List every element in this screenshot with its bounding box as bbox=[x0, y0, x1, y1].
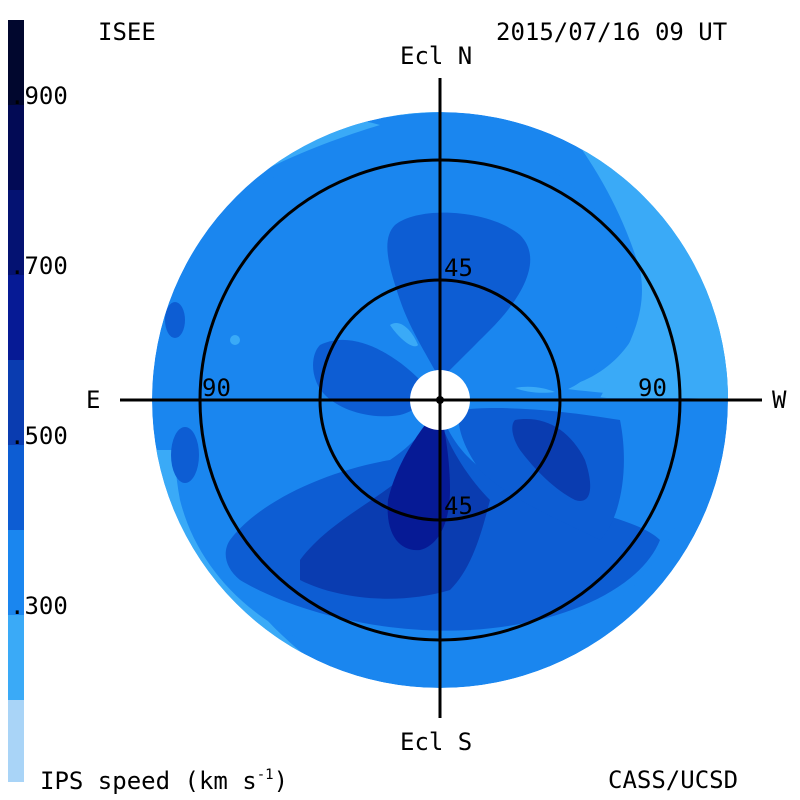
datetime-label: 2015/07/16 09 UT bbox=[496, 18, 728, 46]
contour-level-400-east-spot bbox=[171, 427, 199, 483]
colorbar-tick-mark: . bbox=[10, 82, 25, 110]
colorbar-tick-value: 500 bbox=[24, 422, 68, 450]
contour-streak-1 bbox=[390, 322, 418, 347]
colorbar-tick-mark: . bbox=[10, 422, 25, 450]
ring-label-outer-west: 90 bbox=[638, 374, 667, 402]
contour-level-400-east-spot-2 bbox=[165, 302, 185, 338]
direction-label-north: Ecl N bbox=[400, 42, 473, 70]
colorbar-level-8 bbox=[8, 105, 24, 190]
colorbar-tick-900: .900 bbox=[10, 84, 68, 108]
colorbar-level-3 bbox=[8, 530, 24, 615]
direction-label-south: Ecl S bbox=[400, 728, 473, 756]
colorbar-tick-value: 700 bbox=[24, 252, 68, 280]
colorbar-tick-mark: . bbox=[10, 592, 25, 620]
contour-streak-2 bbox=[230, 335, 240, 345]
colorbar-level-1 bbox=[8, 700, 24, 782]
colorbar-tick-mark: . bbox=[10, 252, 25, 280]
ring-label-outer-east: 90 bbox=[202, 374, 231, 402]
quantity-label-close: ) bbox=[273, 767, 289, 795]
colorbar-level-7 bbox=[8, 190, 24, 275]
colorbar-tick-500: .500 bbox=[10, 424, 68, 448]
colorbar-level-2 bbox=[8, 615, 24, 700]
colorbar-tick-value: 300 bbox=[24, 592, 68, 620]
colorbar-tick-value: 900 bbox=[24, 82, 68, 110]
colorbar-level-6 bbox=[8, 275, 24, 360]
ring-label-inner-south: 45 bbox=[444, 492, 473, 520]
contour-level-200-w bbox=[560, 120, 728, 398]
contour-level-400-north-lobe bbox=[387, 212, 531, 380]
colorbar-level-4 bbox=[8, 445, 24, 530]
colorbar-tick-700: .700 bbox=[10, 254, 68, 278]
map-center-dot bbox=[436, 396, 444, 404]
quantity-label-text: IPS speed (km s bbox=[40, 767, 257, 795]
colorbar-level-5 bbox=[8, 360, 24, 445]
contour-streak-3 bbox=[515, 386, 555, 393]
colorbar-tick-300: .300 bbox=[10, 594, 68, 618]
contour-level-400-east-lobe bbox=[313, 339, 424, 417]
direction-label-west: W bbox=[772, 386, 787, 414]
contour-level-500-southwest bbox=[512, 419, 591, 501]
credit-label: CASS/UCSD bbox=[608, 766, 739, 794]
direction-label-east: E bbox=[86, 386, 101, 414]
quantity-unit-exponent: -1 bbox=[256, 767, 274, 783]
ring-label-inner-north: 45 bbox=[444, 254, 473, 282]
colorbar-level-9 bbox=[8, 20, 24, 105]
observatory-label: ISEE bbox=[98, 18, 156, 46]
quantity-label: IPS speed (km s-1) bbox=[40, 768, 288, 793]
